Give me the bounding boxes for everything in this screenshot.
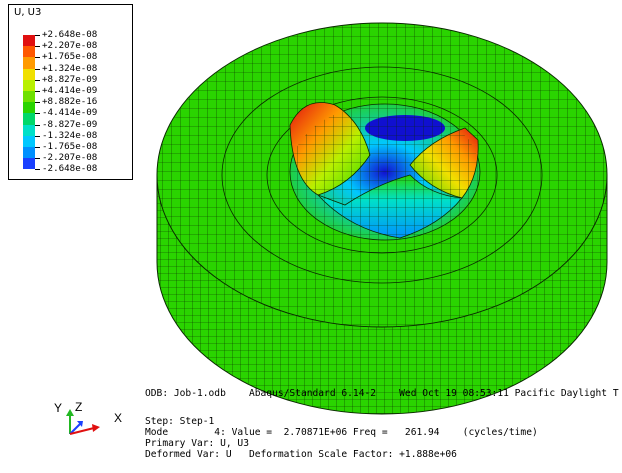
legend-label: +8.827e-09: [42, 73, 98, 85]
info-step-line: Step: Step-1: [145, 416, 215, 427]
x-axis-line: [69, 427, 95, 435]
legend-label: -8.827e-09: [42, 118, 98, 130]
legend-swatch: [23, 68, 35, 80]
legend-tick: [35, 102, 40, 104]
legend-tick: [35, 135, 40, 137]
legend-swatch: [23, 158, 35, 170]
legend-label: +2.648e-08: [42, 29, 98, 40]
legend-swatch: [23, 79, 35, 91]
legend-tick: [35, 147, 40, 148]
triad-y-label: Y: [54, 401, 62, 415]
info-odb-line: ODB: Job-1.odb Abaqus/Standard 6.14-2 We…: [145, 388, 619, 399]
legend-tick: [35, 124, 40, 126]
triad-z-label: Z: [75, 400, 82, 414]
legend-swatch: [23, 57, 35, 69]
legend-swatch: [23, 124, 35, 136]
x-axis-arrow-icon: [92, 424, 100, 432]
legend-swatch: [23, 102, 35, 114]
legend-tick: [35, 35, 40, 36]
legend-swatch: [23, 135, 35, 147]
legend-label: +1.765e-08: [42, 51, 98, 63]
info-primary-var-line: Primary Var: U, U3: [145, 438, 249, 449]
axis-triad: Y Z X: [54, 400, 122, 435]
legend-swatch: [23, 113, 35, 125]
legend-label: +1.324e-08: [42, 62, 98, 74]
y-axis-arrow-icon: [66, 409, 74, 416]
legend-tick: [35, 158, 40, 160]
legend-label: -1.765e-08: [42, 141, 98, 152]
legend-tick: [35, 169, 40, 171]
legend-label: +2.207e-08: [42, 40, 98, 52]
z-axis-line: [69, 423, 81, 435]
viewport-info-block: ODB: Job-1.odb Abaqus/Standard 6.14-2 We…: [145, 388, 619, 459]
legend-tick: [35, 79, 40, 81]
legend-tick: [35, 46, 40, 48]
legend-tick: [35, 68, 40, 70]
triad-x-label: X: [114, 411, 122, 425]
z-axis-arrow-icon: [77, 421, 83, 427]
legend-swatch: [23, 46, 35, 58]
legend-tick: [35, 57, 40, 59]
legend-tick: [35, 113, 40, 115]
legend-label: -4.414e-09: [42, 107, 98, 119]
legend-label: +4.414e-09: [42, 85, 98, 96]
legend-label: -1.324e-08: [42, 129, 98, 141]
info-mode-line: Mode 4: Value = 2.70871E+06 Freq = 261.9…: [145, 427, 538, 438]
mode-shape-bump: [289, 102, 481, 241]
legend-label: -2.648e-08: [42, 163, 98, 175]
legend-title: U, U3: [14, 7, 42, 18]
legend-swatch: [23, 91, 35, 103]
legend-tick: [35, 91, 40, 92]
legend-label: +8.882e-16: [42, 96, 98, 108]
info-deformed-var-line: Deformed Var: U Deformation Scale Factor…: [145, 449, 457, 460]
legend-label: -2.207e-08: [42, 152, 98, 164]
legend-swatch: [23, 147, 35, 159]
legend-swatch: [23, 35, 35, 47]
contour-legend: U, U3 +2.648e-08 +2.207e-08 +1.765e-08 +1.3…: [8, 4, 133, 180]
